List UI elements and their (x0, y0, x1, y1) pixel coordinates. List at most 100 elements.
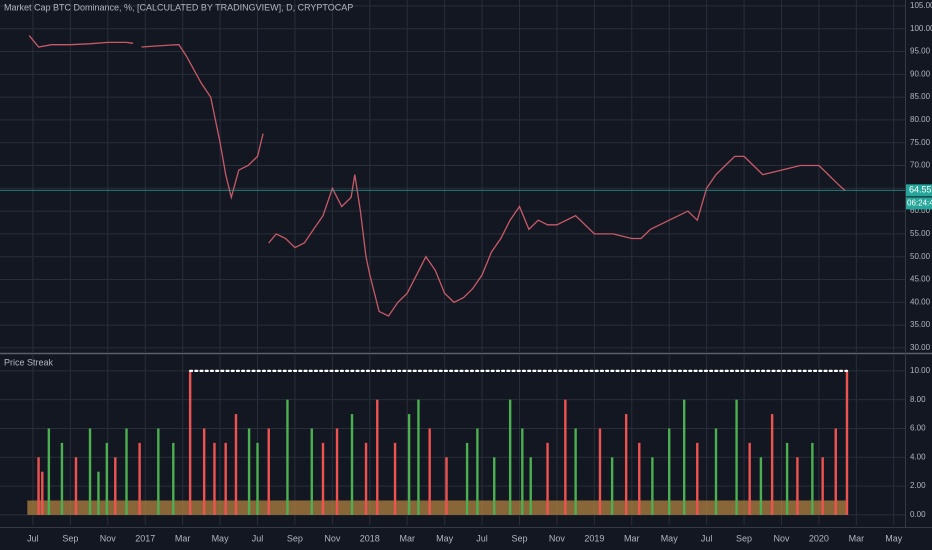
streak-bar (97, 471, 100, 515)
y-tick-label: 100.00 (910, 24, 932, 33)
streak-bar (376, 399, 379, 515)
streak-bar (172, 442, 175, 515)
y-tick-label: 40.00 (910, 297, 931, 306)
streak-bar (37, 457, 40, 515)
x-tick-label: May (885, 533, 903, 543)
x-tick-label: Jul (27, 533, 39, 543)
x-tick-label: 2019 (584, 533, 604, 543)
streak-bar (759, 457, 763, 515)
y-tick-label: 10.00 (910, 366, 931, 375)
base-band (27, 500, 847, 515)
y-tick-label: 6.00 (910, 424, 926, 433)
streak-bar (105, 442, 109, 515)
x-tick-label: May (212, 533, 230, 543)
streak-bar (476, 428, 479, 515)
streak-bar (247, 428, 251, 515)
streak-bar (735, 399, 738, 515)
x-tick-label: Nov (100, 533, 117, 543)
streak-bar (310, 428, 313, 515)
streak-bar (350, 414, 354, 515)
countdown-label: 06:24:44 (907, 198, 932, 207)
streak-bar (574, 428, 577, 515)
y-tick-label: 105.00 (910, 1, 932, 10)
pane-title: Price Streak (4, 357, 54, 367)
chart-title: Market Cap BTC Dominance, %, [CALCULATED… (4, 2, 353, 12)
y-tick-label: 30.00 (910, 343, 931, 352)
streak-bar (564, 399, 567, 515)
streak-bar (770, 414, 774, 515)
streak-bar (157, 428, 160, 515)
streak-bar (125, 428, 128, 515)
streak-bar (188, 370, 192, 515)
streak-bar (213, 442, 216, 515)
y-tick-label: 60.00 (910, 206, 931, 215)
y-tick-label: 4.00 (910, 452, 926, 461)
streak-bar (393, 442, 397, 515)
x-tick-label: Sep (736, 533, 752, 543)
streak-bar (88, 428, 92, 515)
y-tick-label: 50.00 (910, 252, 931, 261)
x-tick-label: 2020 (809, 533, 829, 543)
x-tick-label: Mar (849, 533, 865, 543)
streak-bar (651, 457, 654, 515)
x-tick-label: May (436, 533, 454, 543)
streak-bar (638, 442, 641, 515)
streak-bar (610, 457, 614, 515)
x-tick-label: Sep (511, 533, 527, 543)
streak-bar (364, 442, 368, 515)
streak-bar (256, 442, 259, 515)
streak-bar (47, 428, 51, 515)
x-tick-label: Nov (773, 533, 790, 543)
streak-bar (493, 457, 496, 515)
streak-bar (417, 399, 420, 515)
streak-bar (60, 442, 64, 515)
streak-bar (224, 442, 227, 515)
x-tick-label: 2018 (360, 533, 380, 543)
y-tick-label: 70.00 (910, 161, 931, 170)
last-price-tag (906, 184, 932, 197)
streak-bar (234, 414, 238, 515)
streak-bar (74, 457, 78, 515)
streak-bar (445, 457, 448, 515)
streak-bar (796, 457, 799, 515)
last-price-label: 64.55 (909, 185, 932, 195)
price-line (28, 35, 846, 317)
streak-bar (696, 442, 699, 515)
streak-bar (785, 442, 789, 515)
y-tick-label: 95.00 (910, 47, 931, 56)
streak-bar (202, 428, 206, 515)
streak-bar (821, 457, 824, 515)
streak-bar (114, 457, 117, 515)
streak-bar (668, 428, 671, 515)
streak-bar (321, 442, 325, 515)
streak-bar (41, 471, 44, 515)
x-tick-label: Nov (549, 533, 566, 543)
streak-bar (624, 414, 628, 515)
x-tick-label: Nov (324, 533, 341, 543)
y-tick-label: 75.00 (910, 138, 931, 147)
y-tick-label: 35.00 (910, 320, 931, 329)
streak-bar (428, 428, 431, 515)
streak-bar (682, 399, 686, 515)
x-tick-label: Jul (252, 533, 264, 543)
y-tick-label: 85.00 (910, 92, 931, 101)
y-tick-label: 2.00 (910, 481, 926, 490)
streak-bar (267, 428, 270, 515)
countdown-tag (906, 197, 932, 210)
x-tick-label: Sep (287, 533, 303, 543)
x-tick-label: Mar (175, 533, 191, 543)
streak-bar (407, 414, 411, 515)
streak-bar (546, 442, 549, 515)
x-tick-label: Jul (476, 533, 488, 543)
streak-bar (508, 399, 512, 515)
y-tick-label: 0.00 (910, 510, 926, 519)
y-tick-label: 45.00 (910, 275, 931, 284)
streak-bar (521, 428, 524, 515)
streak-bar (845, 370, 849, 515)
streak-bar (714, 428, 718, 515)
streak-bar (748, 442, 751, 515)
y-tick-label: 55.00 (910, 229, 931, 238)
x-tick-label: Sep (62, 533, 78, 543)
